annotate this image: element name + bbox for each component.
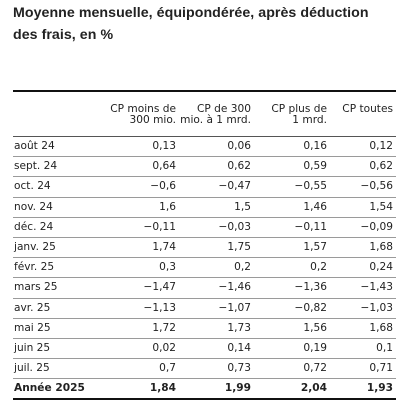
row-label: juil. 25 [13,358,90,380]
table-title: Moyenne mensuelle, équipondérée, après d… [13,5,369,43]
cell-small-funds: −0,6 [90,176,179,198]
cell-large-funds: −0,55 [254,176,330,198]
row-label: nov. 24 [13,197,90,218]
header-cell-mid-funds: CP de 300 mio. à 1 mrd. [179,92,254,137]
table-row: mars 25 −1,47 −1,46 −1,36 −1,43 [13,277,396,299]
total-row: Année 2025 1,84 1,99 2,04 1,93 [13,378,396,401]
cell-mid-funds: 1,5 [179,197,254,218]
cell-all-funds: 1,68 [330,237,396,259]
row-label: oct. 24 [13,176,90,198]
cell-all-funds: 0,1 [330,338,396,360]
cell-all-funds: 1,54 [330,197,396,218]
cell-small-funds: 1,72 [90,318,179,339]
total-cell-mid-funds: 1,99 [179,378,254,401]
row-label: avr. 25 [13,298,90,319]
cell-large-funds: 0,72 [254,358,330,380]
row-label: mai 25 [13,318,90,339]
table-row: janv. 25 1,74 1,75 1,57 1,68 [13,237,396,259]
cell-all-funds: 0,12 [330,136,396,158]
cell-large-funds: −1,36 [254,277,330,299]
header-row: CP moins de 300 mio. CP de 300 mio. à 1 … [13,92,396,137]
table-row: avr. 25 −1,13 −1,07 −0,82 −1,03 [13,298,396,319]
returns-table: CP moins de 300 mio. CP de 300 mio. à 1 … [13,92,396,401]
cell-small-funds: 0,02 [90,338,179,360]
cell-mid-funds: −0,47 [179,176,254,198]
cell-mid-funds: 0,73 [179,358,254,380]
cell-large-funds: 0,19 [254,338,330,360]
returns-table-container: CP moins de 300 mio. CP de 300 mio. à 1 … [13,90,396,401]
table-body: août 24 0,13 0,06 0,16 0,12 sept. 24 0,64 0,62 0… [13,136,396,401]
row-label: janv. 25 [13,237,90,259]
table-row: juin 25 0,02 0,14 0,19 0,1 [13,338,396,360]
cell-all-funds: 0,71 [330,358,396,380]
table-row: août 24 0,13 0,06 0,16 0,12 [13,136,396,158]
header-cell-all-funds: CP toutes [330,92,396,137]
cell-all-funds: −1,43 [330,277,396,299]
row-label: juin 25 [13,338,90,360]
header-cell-period [13,92,90,137]
cell-large-funds: 1,46 [254,197,330,218]
table-row: mai 25 1,72 1,73 1,56 1,68 [13,318,396,339]
cell-mid-funds: 0,2 [179,257,254,279]
cell-mid-funds: 1,75 [179,237,254,259]
cell-small-funds: 0,7 [90,358,179,380]
cell-small-funds: −1,13 [90,298,179,319]
table-row: sept. 24 0,64 0,62 0,59 0,62 [13,156,396,178]
cell-small-funds: −1,47 [90,277,179,299]
row-label: sept. 24 [13,156,90,178]
cell-mid-funds: −0,03 [179,217,254,238]
cell-mid-funds: 0,06 [179,136,254,158]
cell-large-funds: 1,57 [254,237,330,259]
cell-large-funds: 0,2 [254,257,330,279]
cell-mid-funds: 1,73 [179,318,254,339]
row-label: févr. 25 [13,257,90,279]
cell-all-funds: −1,03 [330,298,396,319]
cell-mid-funds: −1,07 [179,298,254,319]
cell-large-funds: 0,16 [254,136,330,158]
top-rule [13,90,396,92]
cell-mid-funds: 0,62 [179,156,254,178]
cell-small-funds: 0,64 [90,156,179,178]
table-row: juil. 25 0,7 0,73 0,72 0,71 [13,358,396,380]
cell-all-funds: −0,56 [330,176,396,198]
cell-all-funds: −0,09 [330,217,396,238]
table-row: oct. 24 −0,6 −0,47 −0,55 −0,56 [13,176,396,198]
cell-small-funds: −0,11 [90,217,179,238]
cell-small-funds: 1,6 [90,197,179,218]
row-label: déc. 24 [13,217,90,238]
cell-all-funds: 0,24 [330,257,396,279]
table-row: nov. 24 1,6 1,5 1,46 1,54 [13,197,396,218]
row-label: mars 25 [13,277,90,299]
table-row: févr. 25 0,3 0,2 0,2 0,24 [13,257,396,279]
cell-all-funds: 0,62 [330,156,396,178]
cell-large-funds: −0,82 [254,298,330,319]
cell-large-funds: 1,56 [254,318,330,339]
cell-large-funds: −0,11 [254,217,330,238]
total-row-label: Année 2025 [13,378,90,401]
row-label: août 24 [13,136,90,158]
cell-small-funds: 0,3 [90,257,179,279]
total-cell-large-funds: 2,04 [254,378,330,401]
cell-mid-funds: 0,14 [179,338,254,360]
cell-small-funds: 0,13 [90,136,179,158]
total-cell-all-funds: 1,93 [330,378,396,401]
cell-mid-funds: −1,46 [179,277,254,299]
header-cell-large-funds: CP plus de 1 mrd. [254,92,330,137]
table-row: déc. 24 −0,11 −0,03 −0,11 −0,09 [13,217,396,238]
header-cell-small-funds: CP moins de 300 mio. [90,92,179,137]
cell-small-funds: 1,74 [90,237,179,259]
cell-all-funds: 1,68 [330,318,396,339]
cell-large-funds: 0,59 [254,156,330,178]
total-cell-small-funds: 1,84 [90,378,179,401]
